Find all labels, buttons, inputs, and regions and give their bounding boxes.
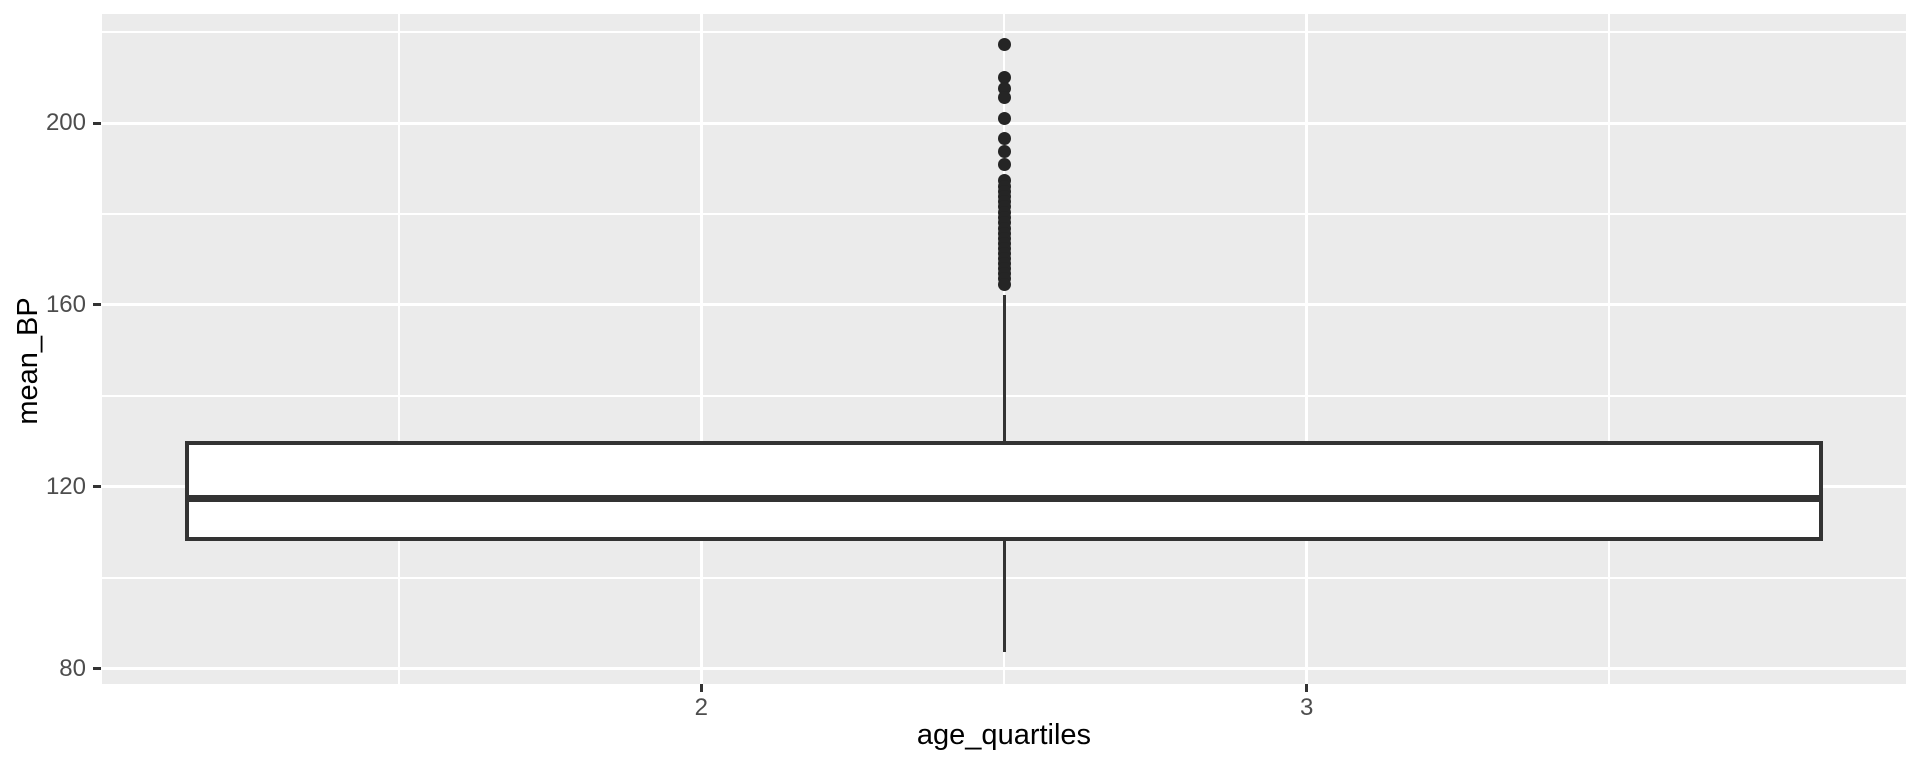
outlier-point (997, 157, 1011, 171)
x-axis-title: age_quartiles (916, 719, 1092, 751)
gridline-vertical-minor (1608, 14, 1611, 684)
outlier-point (997, 131, 1011, 145)
y-tick-mark (93, 485, 101, 489)
geom-layer (102, 14, 1906, 684)
x-tick-mark (699, 684, 703, 692)
gridline-vertical-major (1305, 14, 1309, 684)
y-tick-mark (93, 303, 101, 307)
plot-panel (102, 14, 1906, 684)
y-tick-label: 160 (45, 290, 86, 318)
x-tick-mark (1305, 684, 1309, 692)
y-tick-mark (93, 121, 101, 125)
x-tick-label: 3 (1300, 694, 1314, 721)
y-tick-label: 120 (45, 472, 86, 500)
outlier-point (997, 111, 1011, 125)
y-tick-label: 200 (45, 109, 86, 137)
lower-whisker-line (1002, 540, 1006, 653)
upper-whisker-line (1002, 295, 1006, 442)
y-tick-mark (93, 667, 101, 670)
gridline-vertical-major (699, 14, 703, 684)
outlier-point (997, 277, 1011, 291)
x-tick-label: 2 (694, 694, 708, 721)
outlier-point (997, 144, 1011, 158)
median-line (188, 495, 1819, 502)
outlier-point (997, 70, 1011, 84)
y-axis-title: mean_BP (12, 297, 44, 425)
box-iqr (184, 441, 1823, 541)
gridline-vertical-minor (397, 14, 400, 684)
outlier-point (997, 37, 1011, 51)
outlier-point (997, 90, 1011, 104)
y-tick-label: 80 (59, 654, 86, 682)
